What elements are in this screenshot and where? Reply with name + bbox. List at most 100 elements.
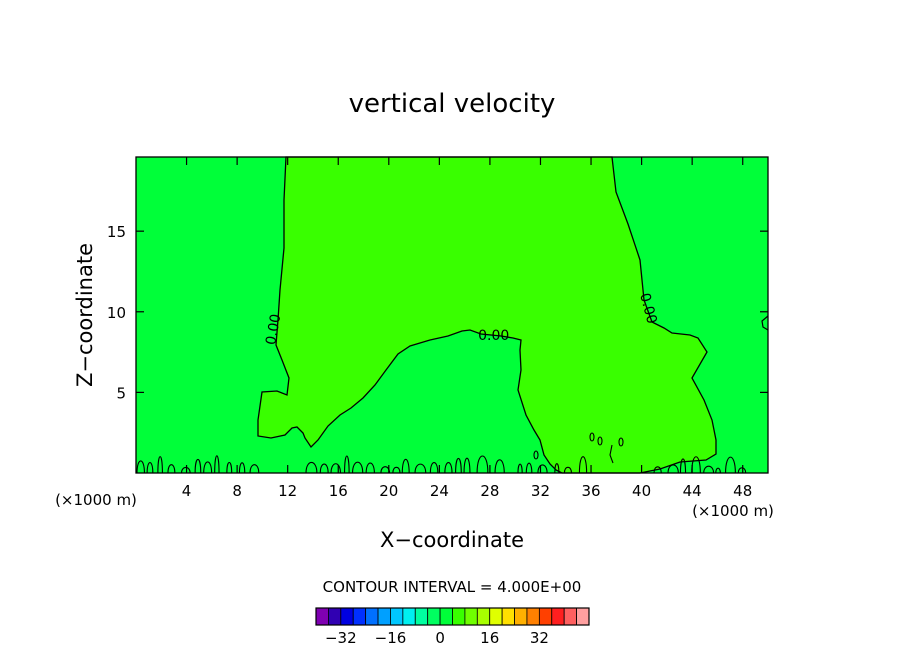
- colorbar-swatch: [377, 607, 391, 626]
- surface-contour: [344, 455, 350, 474]
- colorbar-swatch: [576, 607, 590, 626]
- surface-contour: [351, 461, 364, 474]
- x-tick-label: 44: [683, 482, 702, 500]
- contour-blob: [618, 437, 624, 447]
- surface-contour: [414, 463, 427, 474]
- y-tick-label: 10: [107, 304, 126, 322]
- contour-blob: [533, 450, 539, 460]
- colorbar-swatch: [414, 607, 429, 626]
- surface-contour: [429, 462, 439, 474]
- x-tick-label: 48: [733, 482, 752, 500]
- surface-contour: [319, 463, 329, 474]
- surface-contour: [365, 462, 375, 474]
- colorbar-swatch: [501, 607, 515, 626]
- colorbar-swatch: [365, 607, 379, 626]
- colorbar-swatch: [514, 607, 528, 626]
- surface-contour: [249, 464, 260, 474]
- y-tick-label: 5: [116, 384, 126, 402]
- chart-title: vertical velocity: [349, 89, 556, 119]
- surface-contour: [157, 456, 163, 474]
- surface-contour: [455, 457, 462, 474]
- colorbar-swatch: [452, 607, 466, 626]
- x-tick-label: 12: [278, 482, 297, 500]
- x-axis-label: X−coordinate: [380, 528, 524, 552]
- colorbar-label: 16: [480, 629, 499, 647]
- x-tick-label: 16: [329, 482, 348, 500]
- surface-contour: [444, 462, 453, 474]
- y-axis-ticks: 5 10 15: [107, 223, 768, 402]
- colorbar-swatch: [563, 607, 577, 626]
- surface-contour: [214, 455, 220, 474]
- x-tick-label: 20: [379, 482, 398, 500]
- x-unit-left: (×1000 m): [55, 491, 137, 509]
- surface-contour: [578, 456, 588, 474]
- surface-contour: [737, 467, 747, 474]
- surface-contour: [180, 466, 191, 474]
- updraft-region: [257, 156, 717, 474]
- colorbar-swatch: [340, 607, 354, 626]
- x-tick-label: 24: [430, 482, 449, 500]
- surface-contour: [463, 457, 471, 474]
- surface-contour: [537, 464, 548, 474]
- surface-contour: [136, 460, 145, 474]
- colorbar-label: −32: [325, 629, 357, 647]
- contour-label: 0.00: [478, 328, 509, 344]
- surface-contour: [525, 462, 533, 474]
- x-tick-label: 28: [480, 482, 499, 500]
- colorbar-swatch: [315, 607, 329, 626]
- colorbar-swatch: [328, 607, 342, 626]
- surface-contour: [725, 456, 736, 474]
- surface-contour: [653, 466, 662, 474]
- colorbar-swatch: [526, 607, 540, 626]
- x-unit-right: (×1000 m): [692, 502, 774, 520]
- y-axis-label: Z−coordinate: [73, 243, 97, 387]
- surface-contour: [715, 467, 721, 474]
- colorbar-label: 32: [530, 629, 549, 647]
- contour-blob: [597, 436, 603, 446]
- surface-contour: [476, 455, 489, 474]
- contour-right-edge: [761, 315, 769, 331]
- y-tick-label: 15: [107, 223, 126, 241]
- x-tick-label: 36: [581, 482, 600, 500]
- contour-labels: 0.00 0.00 0.00: [263, 291, 659, 346]
- surface-contour: [203, 461, 213, 474]
- colorbar-label: −16: [375, 629, 407, 647]
- surface-contour: [305, 461, 318, 474]
- colorbar-frame: [315, 607, 590, 626]
- surface-contour: [146, 461, 154, 474]
- colorbar-swatch: [427, 607, 441, 626]
- colorbar-swatch: [439, 607, 453, 626]
- x-tick-label: 4: [182, 482, 192, 500]
- x-tick-label: 40: [632, 482, 651, 500]
- surface-contours: [136, 432, 747, 474]
- colorbar-swatch: [390, 607, 404, 626]
- colorbar-swatch: [402, 607, 416, 626]
- colorbar-swatch: [476, 607, 491, 626]
- colorbar-swatch: [352, 607, 367, 626]
- surface-contour: [238, 462, 246, 474]
- surface-contour: [679, 458, 687, 474]
- surface-contour: [401, 458, 410, 474]
- surface-contour: [167, 464, 176, 474]
- colorbar-swatch: [538, 607, 553, 626]
- contour-label: 0.00: [636, 291, 660, 325]
- surface-contour: [667, 464, 679, 474]
- x-tick-label: 8: [232, 482, 242, 500]
- surface-contour: [554, 463, 560, 474]
- surface-contour: [194, 458, 202, 474]
- contour-interval-text: CONTOUR INTERVAL = 4.000E+00: [323, 578, 582, 596]
- surface-contour: [392, 466, 401, 474]
- colorbar-label: 0: [435, 629, 445, 647]
- contour-label: 0.00: [263, 313, 284, 346]
- surface-contour: [703, 465, 715, 474]
- colorbar-swatch: [551, 607, 565, 626]
- colorbar-swatch: [489, 607, 503, 626]
- surface-contour: [517, 463, 523, 474]
- surface-contour: [330, 463, 342, 474]
- x-axis-ticks: 4 8 12 16 20 24 28 32 36 40 44 48: [182, 157, 752, 500]
- contour-blob: [609, 444, 614, 464]
- surface-contour: [494, 459, 505, 474]
- colorbar: −32 −16 0 16 32: [315, 607, 590, 647]
